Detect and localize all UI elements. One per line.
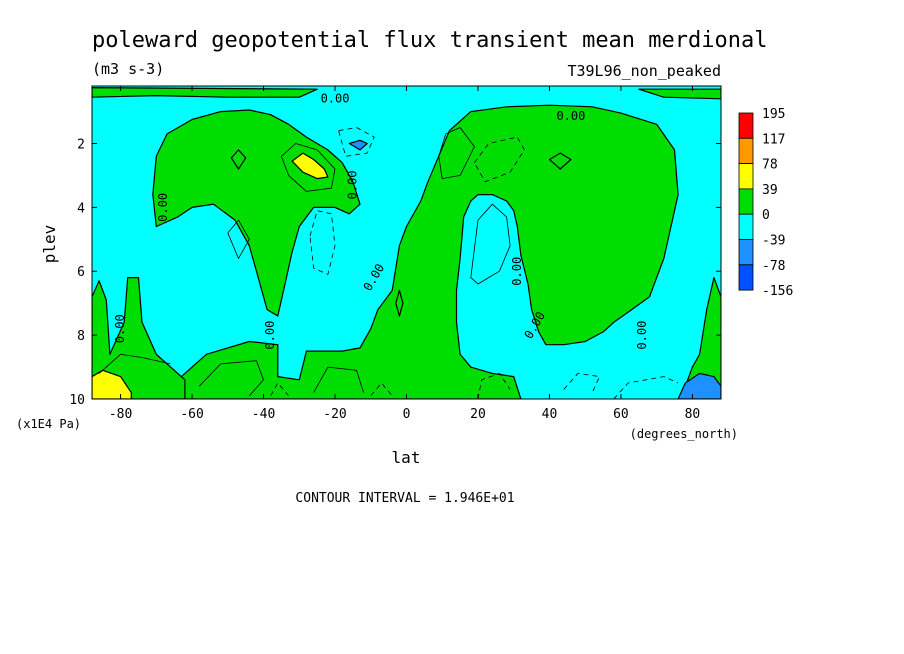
positive-contour-line [313,366,364,393]
colorbar-level-label: 39 [762,183,778,198]
y-axis-units: (x1E4 Pa) [16,417,81,431]
contour-interval: CONTOUR INTERVAL = 1.946E+01 [295,491,514,506]
positive-contour-line [198,360,264,397]
chart-units: (m3 s-3) [92,60,164,78]
colorbar-level-label: 195 [762,107,785,122]
chart-title: poleward geopotential flux transient mea… [92,28,768,53]
colorbar: 195 117 78 39 0 -39 -78 -156 [738,107,793,299]
colorbar-level-label: -39 [762,234,785,249]
positive-region [638,88,721,100]
plot-area: 0.000.000.000.000.00 0.000.000.00 0.00 0.00 [91,85,722,400]
zero-contour-label: 0.00 [510,257,524,286]
negative-contour-line [270,382,289,397]
zero-contour-label: 0.00 [635,321,649,350]
x-tick-label: 60 [613,407,629,422]
y-tick-label: 4 [77,201,85,216]
colorbar-swatch [738,163,754,190]
zero-contour-label: 0.00 [321,91,350,105]
negative-contour-line [563,372,600,393]
colorbar-level-label: 78 [762,158,778,173]
high-positive-region [92,369,132,399]
y-axis-label: plev [40,225,59,264]
negative-contour-line [477,372,511,399]
y-tick-label: 8 [77,329,85,344]
high-positive-region [291,152,329,180]
zero-contour-label: 0.00 [345,171,359,200]
x-axis-units: (degrees_north) [630,427,738,441]
x-tick-label: 0 [403,407,411,422]
colorbar-swatch [738,239,754,266]
y-tick-label: 6 [77,265,85,280]
colorbar-swatch [738,188,754,215]
colorbar-level-label: 117 [762,132,785,147]
x-tick-label: 40 [542,407,558,422]
x-tick-label: 80 [685,407,701,422]
colorbar-level-label: -156 [762,284,793,299]
positive-contour-line [470,203,511,285]
x-tick-label: -80 [109,407,132,422]
negative-contour-line [338,127,375,157]
positive-contour-line [98,353,171,374]
zero-contour-label: 0.00 [263,321,277,350]
x-tick-label: -60 [180,407,203,422]
positive-region [548,152,572,170]
colorbar-swatch [738,213,754,240]
colorbar-swatch [738,137,754,165]
colorbar-swatch [738,264,754,291]
run-label: T39L96_non_peaked [567,62,721,80]
colorbar-level-label: -78 [762,259,785,274]
negative-contour-line [474,136,525,183]
colorbar-swatch [738,112,754,139]
x-tick-label: 20 [470,407,486,422]
negative-contour-line [613,376,679,399]
positive-region [684,277,721,399]
positive-region [230,149,247,170]
zero-contour-label: 0.00 [556,109,585,123]
positive-contour-line [438,127,475,180]
colorbar-level-label: 0 [762,208,770,223]
x-tick-label: -40 [252,407,275,422]
positive-region [92,277,186,399]
y-tick-label: 2 [77,137,85,152]
zero-contour-label: 0.00 [156,193,170,222]
negative-region [348,139,368,151]
positive-contour-line [281,143,336,192]
positive-region [177,104,679,399]
negative-region [677,372,721,399]
x-axis-label: lat [392,448,421,467]
positive-region [395,289,404,317]
y-tick-label: 10 [69,393,85,408]
positive-region [92,86,318,98]
negative-contour-line [309,210,336,275]
zero-contour-label: 0.00 [113,314,127,343]
positive-contour-line [227,219,250,259]
negative-contour-line [370,382,393,397]
x-tick-label: -20 [323,407,346,422]
